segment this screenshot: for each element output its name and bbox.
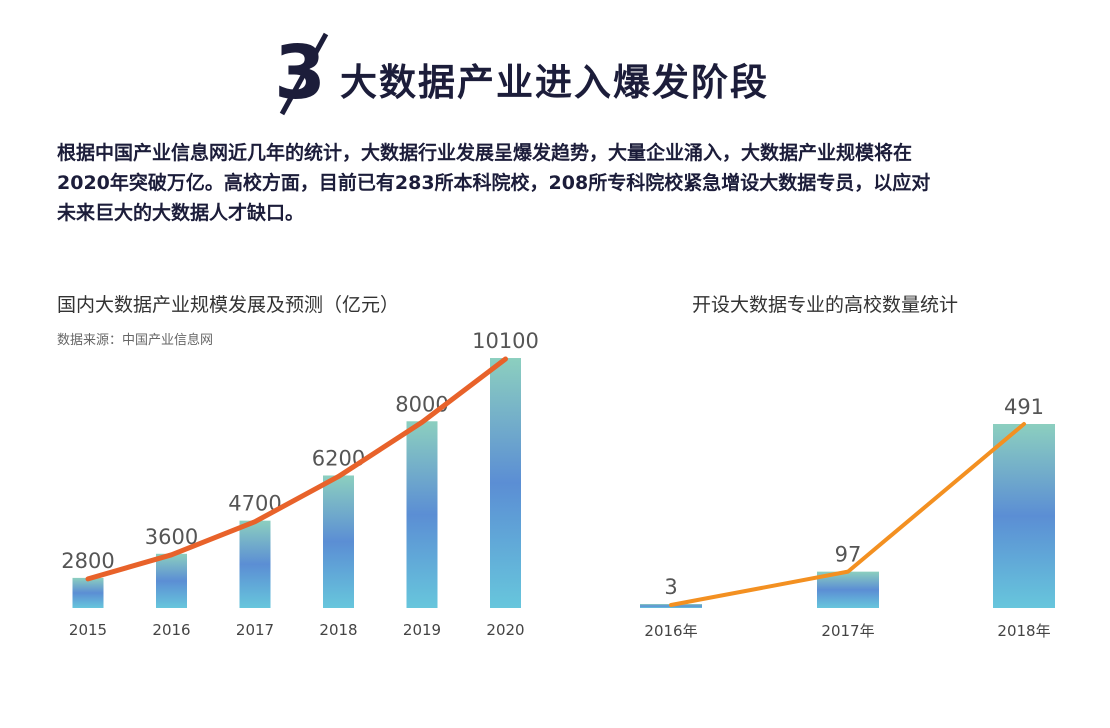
value-label-2016年: 3 xyxy=(664,575,677,599)
section-number-badge: 3 xyxy=(274,30,329,116)
bar-2018年 xyxy=(993,424,1055,608)
bar-2018 xyxy=(323,475,354,608)
intro-line: 根据中国产业信息网近几年的统计，大数据行业发展呈爆发趋势，大量企业涌入，大数据产… xyxy=(57,142,913,164)
bar-2017年 xyxy=(817,571,879,608)
intro-line: 未来巨大的大数据人才缺口。 xyxy=(57,202,305,224)
category-label-2020: 2020 xyxy=(486,621,524,639)
category-label-2015: 2015 xyxy=(69,621,107,639)
chart1-title: 国内大数据产业规模发展及预测（亿元） xyxy=(57,294,400,316)
category-label-2016年: 2016年 xyxy=(644,622,697,640)
value-label-2015: 2800 xyxy=(61,549,114,573)
chart2-title: 开设大数据专业的高校数量统计 xyxy=(692,294,959,316)
value-label-2020: 10100 xyxy=(472,329,539,353)
header: 3 大数据产业进入爆发阶段 xyxy=(0,22,1110,122)
slash-mark xyxy=(279,32,329,116)
value-label-2016: 3600 xyxy=(145,525,198,549)
value-label-2019: 8000 xyxy=(395,392,448,416)
chart1-plot: 2800201536002016470020176200201880002019… xyxy=(61,329,539,639)
page-title: 大数据产业进入爆发阶段 xyxy=(340,61,769,104)
bar-2015 xyxy=(72,577,104,608)
bar-2016 xyxy=(156,553,187,608)
chart1-source: 数据来源：中国产业信息网 xyxy=(57,333,214,348)
bar-2019 xyxy=(406,421,438,608)
category-label-2017年: 2017年 xyxy=(821,622,874,640)
bar-2017 xyxy=(239,520,271,608)
category-label-2018: 2018 xyxy=(319,621,357,639)
category-label-2018年: 2018年 xyxy=(997,622,1050,640)
bar-2020 xyxy=(490,358,521,608)
category-label-2017: 2017 xyxy=(236,621,274,639)
trend-line xyxy=(669,422,1026,607)
intro-paragraph: 根据中国产业信息网近几年的统计，大数据行业发展呈爆发趋势，大量企业涌入，大数据产… xyxy=(57,138,1047,228)
category-label-2016: 2016 xyxy=(152,621,190,639)
value-label-2018年: 491 xyxy=(1004,395,1044,419)
category-label-2019: 2019 xyxy=(403,621,441,639)
section-number: 3 xyxy=(274,30,326,116)
trend-line xyxy=(85,356,508,582)
intro-line: 2020年突破万亿。高校方面，目前已有283所本科院校，208所专科院校紧急增设… xyxy=(57,172,931,194)
